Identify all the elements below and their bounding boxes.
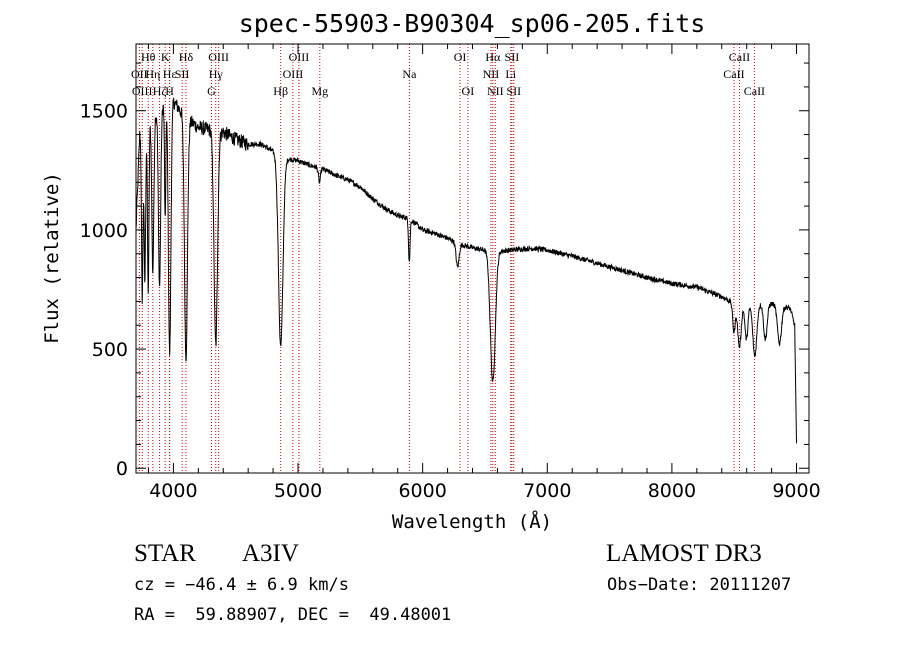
- object-subclass: A3IV: [242, 540, 299, 567]
- x-tick-label: 7000: [523, 480, 571, 502]
- y-tick-label: 0: [116, 458, 128, 480]
- y-tick-label: 500: [92, 339, 128, 361]
- spectrum-series: [135, 97, 797, 444]
- line-marker-label: SII: [506, 84, 521, 98]
- line-marker-label: G: [207, 84, 216, 98]
- x-tick-label: 4000: [149, 480, 197, 502]
- line-marker-label: CaII: [729, 50, 750, 64]
- observation-date: Obs−Date: 20111207: [607, 575, 792, 595]
- line-marker-label: SII: [175, 67, 190, 81]
- line-marker-label: Hζ: [153, 84, 167, 98]
- line-markers: [138, 44, 755, 473]
- line-marker-label: OIII: [132, 84, 153, 98]
- plot-frame: [135, 43, 810, 474]
- y-tick-label: 1000: [80, 220, 128, 242]
- line-marker-label: CaII: [723, 67, 744, 81]
- line-marker-label: Hθ: [141, 50, 156, 64]
- line-marker-label: NII: [483, 67, 500, 81]
- line-marker-label: OI: [462, 84, 475, 98]
- line-marker-label: OII: [131, 67, 148, 81]
- line-marker-labels: OIIOIIIHθHηHζKHεHSIIHδGHγOIIIHβOIIIOIIIM…: [131, 50, 765, 98]
- axis-ticks: 4000 5000 6000 7000 8000 9000 0 500 1000 1500: [80, 44, 821, 502]
- line-marker-label: Hδ: [179, 50, 194, 64]
- line-marker-label: Hγ: [209, 67, 224, 81]
- redshift-readout: cz = −46.4 ± 6.9 km/s: [134, 575, 349, 595]
- line-marker-label: CaII: [744, 84, 765, 98]
- x-tick-label: 8000: [648, 480, 696, 502]
- line-marker-label: OIII: [208, 50, 229, 64]
- line-marker-label: Li: [505, 67, 516, 81]
- x-tick-label: 9000: [772, 480, 820, 502]
- y-axis-title: Flux (relative): [41, 172, 63, 344]
- spectrum-line: [135, 97, 797, 444]
- line-marker-label: OI: [454, 50, 467, 64]
- line-marker-label: OIII: [289, 50, 310, 64]
- line-marker-label: Hβ: [273, 84, 288, 98]
- x-tick-label: 5000: [274, 480, 322, 502]
- line-marker-label: H: [165, 84, 174, 98]
- line-marker-label: Mg: [311, 84, 328, 98]
- chart-title: spec-55903-B90304_sp06-205.fits: [239, 9, 706, 38]
- y-tick-label: 1500: [80, 101, 128, 123]
- x-axis-title: Wavelength (Å): [392, 510, 552, 533]
- line-marker-label: SII: [505, 50, 520, 64]
- sky-coordinates: RA = 59.88907, DEC = 49.48001: [134, 605, 452, 625]
- x-tick-label: 6000: [398, 480, 446, 502]
- line-marker-label: Hε: [163, 67, 177, 81]
- survey-name: LAMOST DR3: [606, 540, 762, 567]
- line-marker-label: K: [161, 50, 170, 64]
- line-marker-label: Hα: [485, 50, 501, 64]
- line-marker-label: Hη: [145, 67, 160, 81]
- line-marker-label: OIII: [283, 67, 304, 81]
- object-class: STAR: [134, 540, 196, 567]
- line-marker-label: NII: [487, 84, 504, 98]
- line-marker-label: Na: [402, 67, 417, 81]
